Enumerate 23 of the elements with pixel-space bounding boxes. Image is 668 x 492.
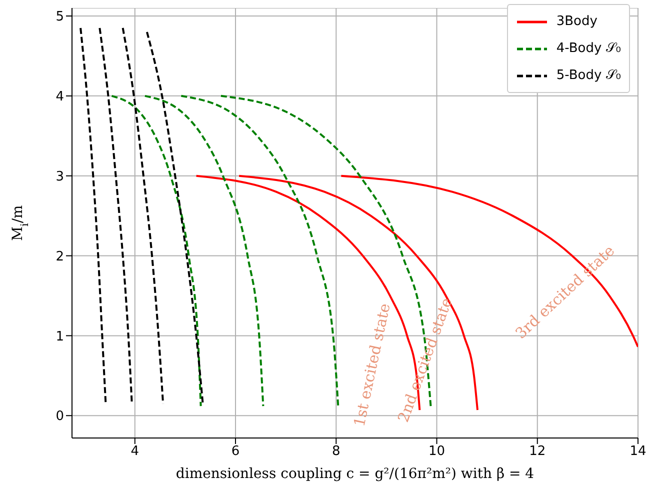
x-tick-label: 12 — [529, 444, 546, 460]
line-series — [180, 94, 340, 408]
y-tick-label: 5 — [56, 10, 64, 25]
annotation: 1st excited state — [350, 302, 394, 428]
line-series — [110, 94, 202, 408]
x-tick-label: 4 — [130, 444, 140, 460]
y-tick-label: 4 — [56, 90, 64, 105]
line-series — [144, 94, 264, 408]
legend-label: 4-Body 𝒮₀ — [556, 41, 621, 56]
y-tick-label: 3 — [56, 169, 64, 184]
legend-label: 3Body — [556, 14, 598, 29]
x-axis-title: dimensionless coupling c = g²/(16π²m²) with β = 4 — [176, 466, 534, 482]
line-series — [80, 26, 107, 405]
x-tick-label: 8 — [332, 444, 340, 460]
y-tick-label: 1 — [56, 329, 64, 344]
x-tick-label: 10 — [428, 444, 446, 460]
x-tick-label: 14 — [630, 444, 646, 460]
y-tick-label: 0 — [56, 409, 64, 424]
line-series — [146, 30, 204, 405]
x-tick-label: 6 — [231, 444, 240, 460]
annotation: 2nd excited state — [394, 295, 456, 425]
legend-label: 5-Body 𝒮₀ — [556, 68, 621, 83]
y-tick-label: 2 — [56, 249, 64, 264]
